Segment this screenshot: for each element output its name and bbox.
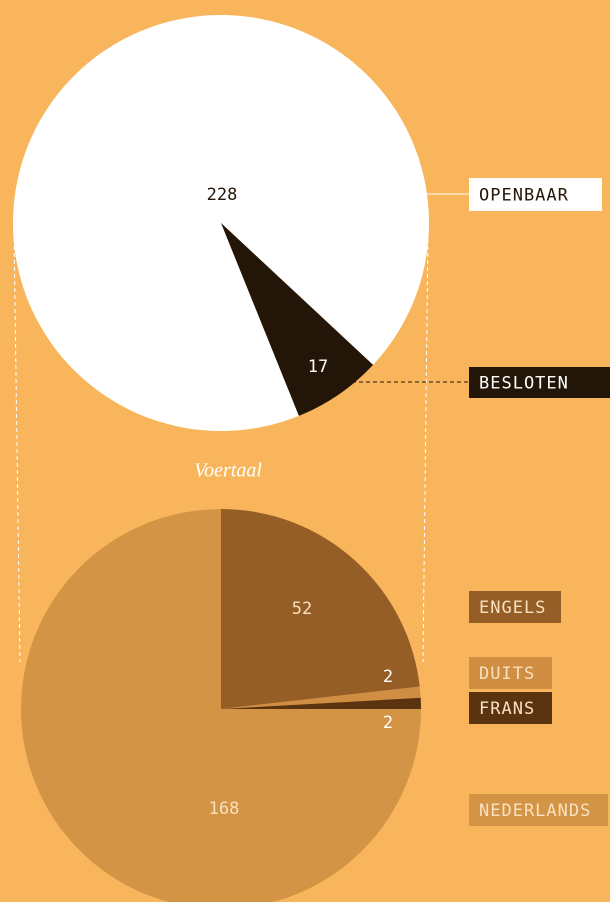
value-label: 52 (292, 599, 312, 619)
legend-label: BESLOTEN (479, 374, 569, 394)
pie-slice (221, 509, 420, 709)
legend-label: FRANS (479, 699, 535, 719)
connector (422, 231, 429, 663)
value-label: 2 (383, 713, 393, 733)
legend-label: ENGELS (479, 598, 546, 618)
legend-swatch (469, 367, 610, 398)
legend-swatch (469, 692, 552, 724)
connectors (13, 193, 469, 663)
legend-label: NEDERLANDS (479, 801, 591, 821)
legend-label: OPENBAAR (479, 186, 569, 206)
pie: 52 ENGELS 2 DUITS 2 FRANS 168 NEDERLANDS (21, 509, 608, 902)
pie-slice (221, 223, 374, 416)
value-label: 2 (383, 667, 393, 687)
chart-title: Voertaal (194, 460, 262, 482)
value-label: 168 (209, 799, 240, 819)
pie-slice (12, 15, 429, 432)
pie: 228 OPENBAAR 17 BESLOTEN (12, 15, 610, 432)
connector (13, 231, 21, 663)
pie-slice (21, 509, 421, 902)
pie-slice (221, 686, 421, 709)
value-label: 228 (207, 185, 238, 205)
legend-swatch (469, 794, 608, 826)
legend-swatch (469, 178, 602, 211)
legend-label: DUITS (479, 664, 535, 684)
pie-slice (221, 697, 421, 709)
legend-swatch (469, 591, 561, 623)
value-label: 17 (308, 357, 328, 377)
legend-swatch (469, 657, 552, 689)
